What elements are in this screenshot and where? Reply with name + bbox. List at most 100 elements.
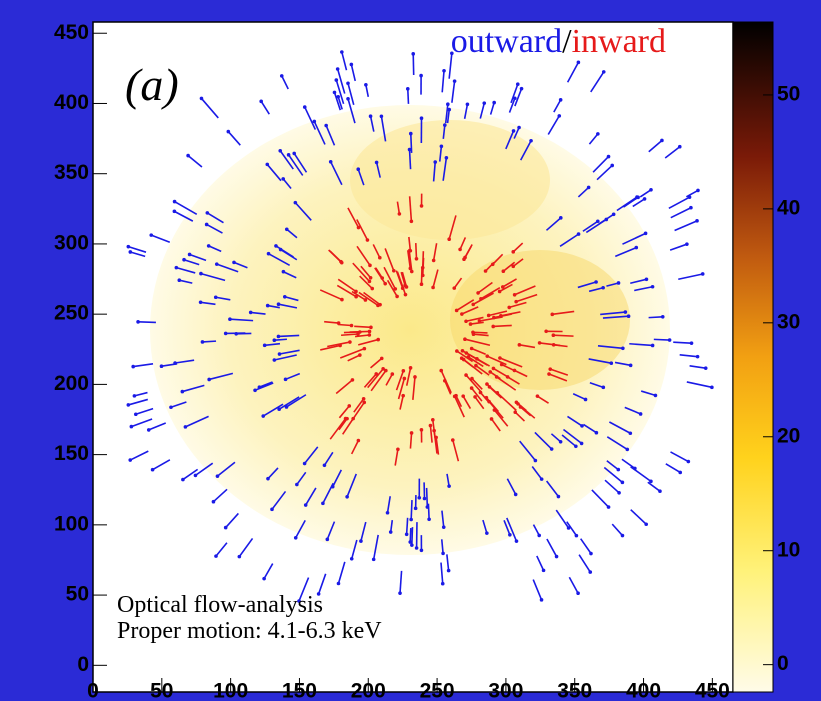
- flow-arrow-head: [348, 340, 352, 344]
- flow-arrow-head: [272, 358, 277, 362]
- flow-arrow-head: [508, 532, 512, 537]
- flow-arrow-head: [469, 346, 474, 351]
- flow-arrow: [514, 369, 528, 378]
- flow-arrow-head: [347, 404, 352, 408]
- flow-arrow: [519, 140, 532, 161]
- flow-arrow-head: [356, 167, 361, 172]
- flow-arrow: [499, 357, 523, 368]
- flow-arrow: [360, 521, 367, 542]
- flow-arrow: [215, 542, 228, 557]
- flow-arrow: [517, 403, 536, 419]
- flow-arrow-head: [186, 153, 190, 158]
- flow-arrow-head: [368, 263, 372, 268]
- flow-arrow-head: [495, 391, 500, 395]
- flow-arrow-head: [261, 414, 266, 418]
- flow-arrow-head: [642, 197, 647, 201]
- flow-arrow-head: [471, 302, 476, 307]
- flow-arrow: [370, 357, 383, 369]
- flow-arrow: [267, 304, 280, 309]
- flow-arrow: [505, 130, 515, 150]
- flow-arrow: [338, 418, 348, 431]
- flow-arrow: [303, 446, 319, 465]
- colorbar: [732, 21, 774, 693]
- flow-arrow-head: [278, 247, 283, 252]
- flow-arrow-head: [350, 378, 355, 382]
- flow-arrow: [375, 267, 383, 279]
- flow-arrow-head: [596, 132, 600, 136]
- flow-arrow-head: [232, 260, 236, 265]
- flow-arrow-head: [485, 382, 489, 386]
- flow-arrow: [225, 512, 239, 529]
- flow-arrow: [553, 343, 568, 348]
- flow-arrow: [446, 109, 451, 124]
- flow-arrow-head: [548, 367, 553, 371]
- flow-arrow-head: [511, 264, 516, 269]
- flow-arrow-head: [385, 510, 390, 515]
- flow-arrow-head: [340, 297, 344, 302]
- flow-arrow-head: [223, 525, 228, 530]
- flow-arrow-head: [513, 492, 518, 497]
- flow-arrow-head: [395, 294, 399, 299]
- x-tick-label: 250: [420, 680, 455, 701]
- flow-arrow: [585, 218, 607, 234]
- x-tick-label: 100: [213, 680, 248, 701]
- flow-arrow: [493, 409, 509, 427]
- flow-arrow: [274, 338, 287, 342]
- flow-arrow-head: [336, 321, 341, 325]
- flow-arrow: [347, 98, 356, 124]
- flow-arrow-head: [452, 394, 457, 399]
- flow-arrow: [670, 451, 689, 463]
- flow-arrow: [550, 433, 562, 443]
- flow-arrow: [278, 334, 300, 338]
- flow-arrow: [322, 482, 334, 504]
- flow-arrow: [372, 244, 381, 259]
- flow-arrow: [138, 321, 156, 324]
- flow-arrow: [629, 342, 653, 347]
- flow-arrow-head: [356, 225, 361, 230]
- flow-arrow: [250, 311, 266, 315]
- flow-arrow: [128, 245, 147, 253]
- flow-arrow: [216, 461, 236, 477]
- flow-arrow: [304, 106, 317, 130]
- flow-arrow-head: [223, 331, 228, 336]
- flow-arrow-head: [471, 332, 476, 336]
- flow-arrow: [647, 481, 661, 492]
- flow-arrow: [467, 356, 484, 368]
- flow-arrow: [194, 462, 214, 477]
- flow-arrow-head: [409, 269, 414, 274]
- flow-arrow: [200, 272, 226, 282]
- flow-arrow-head: [349, 323, 354, 328]
- flow-arrow-head: [488, 370, 493, 374]
- flow-arrow: [227, 131, 241, 146]
- flow-arrow: [294, 202, 312, 221]
- flow-arrow-head: [464, 373, 468, 377]
- flow-arrow: [338, 405, 350, 419]
- flow-arrow: [488, 401, 504, 419]
- flow-arrow-head: [149, 233, 154, 237]
- flow-arrow-head: [199, 96, 204, 101]
- flow-arrow-head: [408, 540, 413, 544]
- flow-arrow-head: [324, 123, 328, 128]
- flow-arrow-head: [576, 232, 581, 236]
- flow-arrow-head: [364, 83, 368, 87]
- flow-arrow-head: [514, 299, 518, 304]
- y-tick-label: 450: [54, 21, 89, 44]
- flow-arrow-head: [362, 400, 367, 405]
- flow-arrow-head: [126, 244, 131, 249]
- flow-arrow-head: [237, 554, 242, 559]
- flow-arrow-head: [388, 530, 393, 534]
- flow-arrow-head: [414, 546, 419, 550]
- flow-arrow: [536, 395, 549, 404]
- flow-arrow-head: [259, 99, 263, 104]
- flow-arrow-head: [128, 458, 133, 462]
- flow-arrow: [632, 198, 646, 208]
- flow-arrow: [396, 201, 401, 215]
- flow-arrow: [317, 573, 327, 595]
- flow-arrow-head: [332, 90, 337, 95]
- flow-arrow-head: [460, 348, 465, 353]
- flow-arrow: [562, 428, 583, 445]
- flow-arrow: [623, 196, 639, 208]
- flow-arrow: [679, 353, 698, 358]
- flow-arrow-head: [215, 474, 220, 478]
